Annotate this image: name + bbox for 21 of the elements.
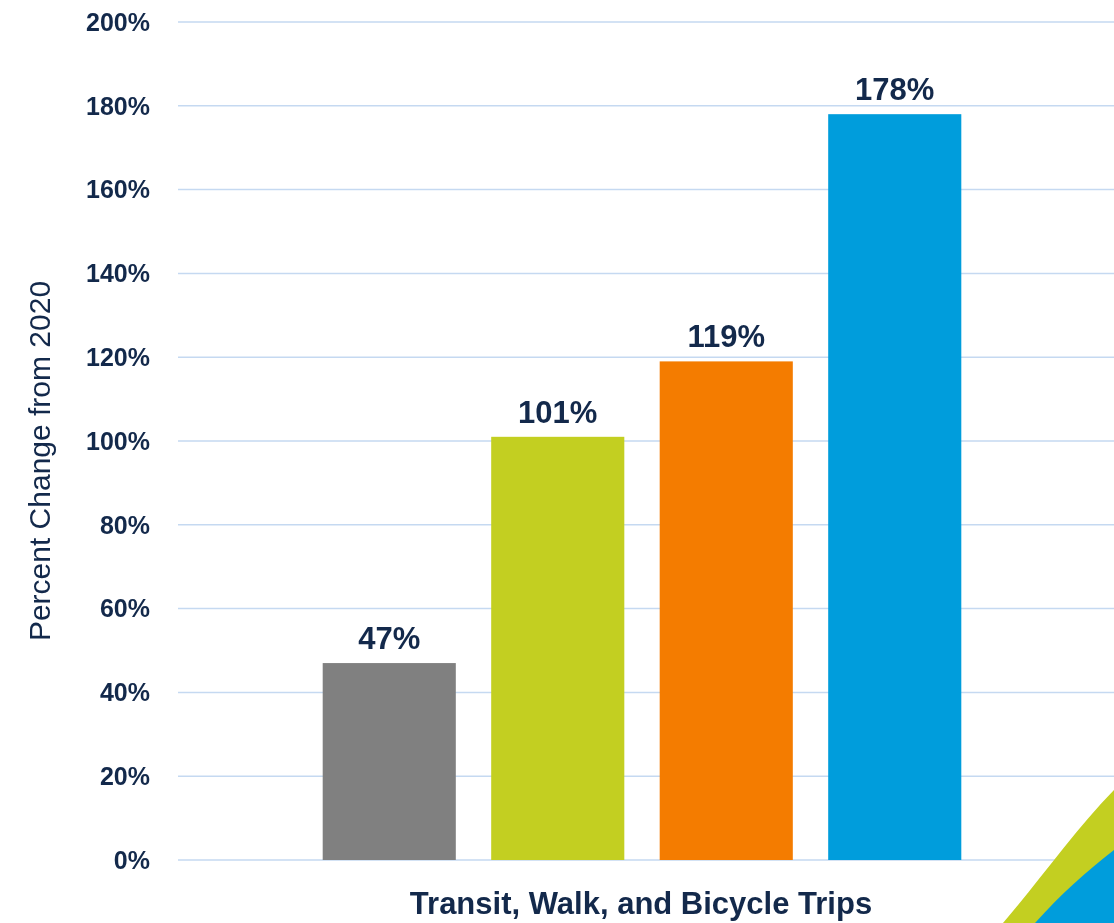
y-tick-label: 100% [86, 426, 150, 455]
bar [659, 361, 793, 860]
bar [828, 114, 962, 860]
y-tick-label: 40% [99, 678, 150, 707]
y-tick-label: 80% [99, 510, 150, 539]
y-tick-label: 60% [99, 594, 150, 623]
data-label: 178% [855, 72, 935, 108]
y-tick-label: 20% [99, 761, 150, 790]
bar [322, 663, 456, 860]
y-tick-label: 180% [86, 91, 150, 120]
data-label: 101% [518, 394, 598, 430]
x-axis-title: Transit, Walk, and Bicycle Trips [409, 886, 873, 921]
bar [491, 436, 625, 860]
y-axis-title: Percent Change from 2020 [23, 280, 56, 642]
y-tick-label: 200% [86, 7, 150, 36]
y-tick-label: 140% [86, 259, 150, 288]
data-label: 119% [687, 319, 766, 355]
y-tick-label: 120% [86, 342, 150, 371]
y-tick-label: 160% [86, 175, 150, 204]
data-label: 47% [358, 621, 421, 657]
y-tick-label: 0% [113, 845, 150, 874]
